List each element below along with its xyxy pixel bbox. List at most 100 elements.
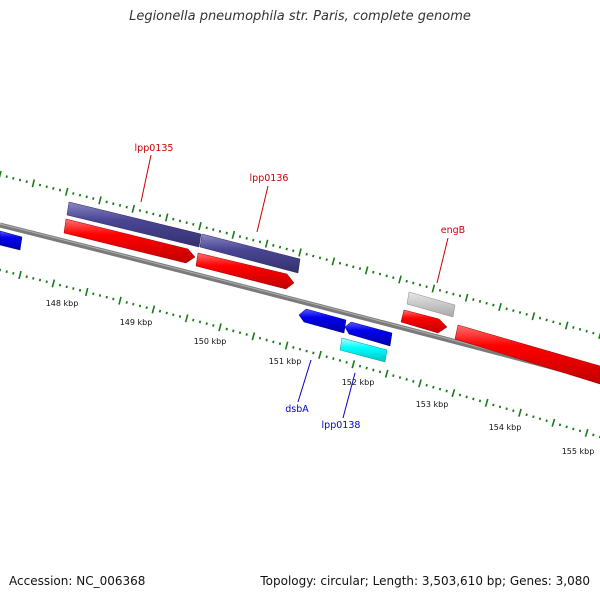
minor-tick <box>438 288 442 292</box>
feature-left-blue[interactable] <box>0 230 23 251</box>
minor-tick <box>305 252 308 256</box>
minor-tick <box>272 243 275 247</box>
minor-tick <box>398 376 402 379</box>
minor-tick <box>38 278 42 282</box>
minor-tick <box>378 272 382 276</box>
minor-tick <box>258 336 262 340</box>
gene-label-lpp0135[interactable]: lpp0135 <box>135 143 174 154</box>
minor-tick <box>572 427 575 431</box>
reverse-features <box>0 230 393 363</box>
major-tick <box>318 350 322 359</box>
major-tick <box>51 279 56 288</box>
feature-lpp0136-red[interactable] <box>195 252 295 290</box>
minor-tick <box>452 292 455 296</box>
minor-tick <box>252 238 255 242</box>
major-tick <box>231 230 236 239</box>
feature-lpp0138-cyan[interactable] <box>339 337 388 363</box>
minor-tick <box>578 429 582 433</box>
major-tick <box>384 369 389 378</box>
minor-tick <box>365 366 368 370</box>
major-tick <box>98 196 102 205</box>
minor-tick <box>105 200 108 204</box>
major-tick <box>331 257 336 266</box>
minor-tick <box>498 405 502 409</box>
minor-tick <box>198 320 202 324</box>
major-tick <box>264 239 269 248</box>
minor-tick <box>312 351 315 355</box>
major-tick <box>464 293 469 302</box>
tick-labels: 148 kbp 149 kbp 150 kbp 151 kbp 152 kbp … <box>46 299 595 456</box>
minor-tick <box>578 327 582 331</box>
minor-tick <box>532 415 535 419</box>
gene-label-engB[interactable]: engB <box>441 225 465 236</box>
minor-tick <box>432 385 435 389</box>
minor-tick <box>545 318 548 322</box>
major-tick <box>218 323 222 332</box>
tick-label-154: 154 kbp <box>489 423 522 432</box>
minor-tick <box>292 345 295 349</box>
minor-tick <box>478 299 482 303</box>
leader-lpp0138 <box>342 372 356 419</box>
minor-tick <box>418 283 422 287</box>
feature-lpp0138-blue[interactable] <box>344 321 393 347</box>
minor-tick <box>92 197 95 200</box>
minor-tick <box>338 261 342 265</box>
minor-tick <box>5 270 8 274</box>
minor-tick <box>445 389 448 393</box>
major-tick <box>18 270 22 280</box>
major-tick <box>184 314 189 323</box>
major-tick <box>418 379 422 388</box>
minor-tick <box>12 176 15 180</box>
minor-tick <box>458 294 462 298</box>
gene-label-dsbA[interactable]: dsbA <box>285 404 309 415</box>
feature-right-red[interactable] <box>454 324 600 385</box>
minor-tick <box>172 217 175 221</box>
feature-lpp0135-purple[interactable] <box>66 201 202 248</box>
minor-tick <box>325 258 328 262</box>
minor-tick <box>492 403 495 407</box>
minor-tick <box>292 249 295 253</box>
feature-engB-red[interactable] <box>400 309 448 334</box>
minor-tick <box>518 311 522 314</box>
minor-tick <box>465 395 468 399</box>
feature-dsbA-blue[interactable] <box>298 308 347 334</box>
feature-lpp0135-red[interactable] <box>63 218 196 264</box>
minor-tick <box>125 301 128 304</box>
gene-label-lpp0138[interactable]: lpp0138 <box>322 420 361 431</box>
minor-tick <box>338 359 342 362</box>
minor-tick <box>72 287 75 290</box>
minor-tick <box>105 295 108 299</box>
minor-tick <box>98 294 102 297</box>
minor-tick <box>525 413 528 417</box>
major-tick <box>284 341 289 350</box>
major-tick <box>0 170 2 179</box>
minor-tick <box>112 202 115 206</box>
minor-tick <box>512 309 515 313</box>
major-tick <box>564 321 569 330</box>
minor-tick <box>412 379 415 383</box>
minor-tick <box>265 338 268 342</box>
minor-tick <box>325 355 328 359</box>
leader-engB <box>436 237 449 284</box>
feature-lpp0136-purple[interactable] <box>199 233 301 274</box>
gene-label-lpp0136[interactable]: lpp0136 <box>250 173 289 184</box>
minor-tick <box>372 368 375 372</box>
major-tick <box>118 296 122 305</box>
tick-label-149: 149 kbp <box>120 318 153 327</box>
minor-tick <box>18 178 22 182</box>
minor-tick <box>58 188 62 192</box>
minor-tick <box>392 276 395 280</box>
minor-tick <box>512 409 515 413</box>
minor-tick <box>85 195 88 199</box>
minor-tick <box>145 210 148 214</box>
minor-tick <box>152 212 155 216</box>
minor-tick <box>192 318 195 322</box>
minor-tick <box>45 185 48 189</box>
major-tick <box>518 408 522 417</box>
minor-tick <box>12 271 15 275</box>
feature-engB-gray[interactable] <box>406 291 456 318</box>
gene-labels: lpp0135 lpp0136 engB dsbA lpp0138 <box>135 143 466 431</box>
major-tick <box>531 312 536 321</box>
minor-tick <box>358 267 362 271</box>
